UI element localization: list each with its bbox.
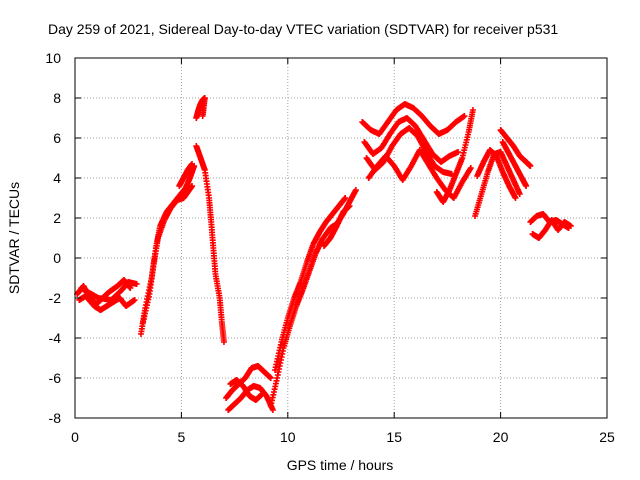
series-late-4 bbox=[499, 139, 530, 189]
data-point bbox=[267, 375, 274, 381]
axis-ticks: 0 5 10 15 20 25 -8 -6 -4 -2 0 2 4 6 8 10 bbox=[45, 50, 615, 445]
series-spike-top bbox=[193, 95, 208, 121]
data-point bbox=[189, 183, 196, 189]
y-axis-label: SDTVAR / TECUs bbox=[6, 182, 22, 294]
y-tick-label: -8 bbox=[49, 410, 62, 426]
y-tick-label: -2 bbox=[49, 290, 62, 306]
y-tick-label: 6 bbox=[53, 130, 61, 146]
data-point bbox=[189, 161, 196, 167]
data-point bbox=[461, 113, 468, 119]
series-hump-5 bbox=[433, 107, 476, 205]
x-tick-label: 20 bbox=[493, 429, 509, 445]
data-point bbox=[131, 297, 138, 303]
series-recovery-3 bbox=[320, 203, 353, 249]
y-tick-label: 8 bbox=[53, 90, 61, 106]
data-point bbox=[269, 407, 276, 413]
series-early-cluster-c bbox=[78, 279, 140, 303]
data-point bbox=[352, 187, 359, 193]
series-spike-fall bbox=[193, 143, 227, 345]
y-tick-label: 4 bbox=[53, 170, 61, 186]
plot-frame bbox=[74, 57, 608, 419]
series-hump-2 bbox=[361, 115, 462, 165]
series-rise-2 bbox=[140, 183, 196, 325]
data-point bbox=[133, 281, 140, 287]
data-point bbox=[127, 285, 134, 291]
series-hump-1 bbox=[359, 101, 468, 137]
series-trough-c bbox=[227, 377, 266, 403]
data-point bbox=[567, 223, 574, 229]
y-tick-label: 2 bbox=[53, 210, 61, 226]
data-point bbox=[342, 195, 349, 201]
data-point bbox=[199, 113, 206, 119]
y-tick-label: 0 bbox=[53, 250, 61, 266]
series-early-cluster-b bbox=[76, 293, 138, 313]
x-tick-label: 15 bbox=[386, 429, 402, 445]
y-tick-label: -6 bbox=[49, 370, 62, 386]
x-tick-label: 10 bbox=[280, 429, 296, 445]
data-point bbox=[455, 149, 462, 155]
series-rise-3 bbox=[176, 161, 196, 189]
series-recovery-2 bbox=[272, 195, 349, 373]
data-point bbox=[469, 107, 476, 113]
x-tick-label: 0 bbox=[71, 429, 79, 445]
data-point bbox=[467, 165, 474, 171]
grid-lines bbox=[75, 58, 607, 418]
y-tick-label: 10 bbox=[45, 50, 61, 66]
series-late-2 bbox=[474, 147, 519, 201]
data-point bbox=[346, 203, 353, 209]
series-tail-2 bbox=[529, 217, 574, 241]
data-point bbox=[516, 191, 523, 197]
data-point bbox=[523, 183, 530, 189]
data-point bbox=[220, 339, 227, 345]
data-point bbox=[512, 195, 519, 201]
series-late-3 bbox=[497, 127, 534, 169]
x-tick-label: 25 bbox=[599, 429, 615, 445]
y-tick-label: -4 bbox=[49, 330, 62, 346]
data-points bbox=[74, 95, 574, 413]
series-late-1 bbox=[472, 149, 523, 219]
x-tick-label: 5 bbox=[178, 429, 186, 445]
data-point bbox=[527, 163, 534, 169]
data-point bbox=[259, 391, 266, 397]
chart-title: Day 259 of 2021, Sidereal Day-to-day VTE… bbox=[48, 21, 558, 37]
x-axis-label: GPS time / hours bbox=[287, 457, 394, 473]
